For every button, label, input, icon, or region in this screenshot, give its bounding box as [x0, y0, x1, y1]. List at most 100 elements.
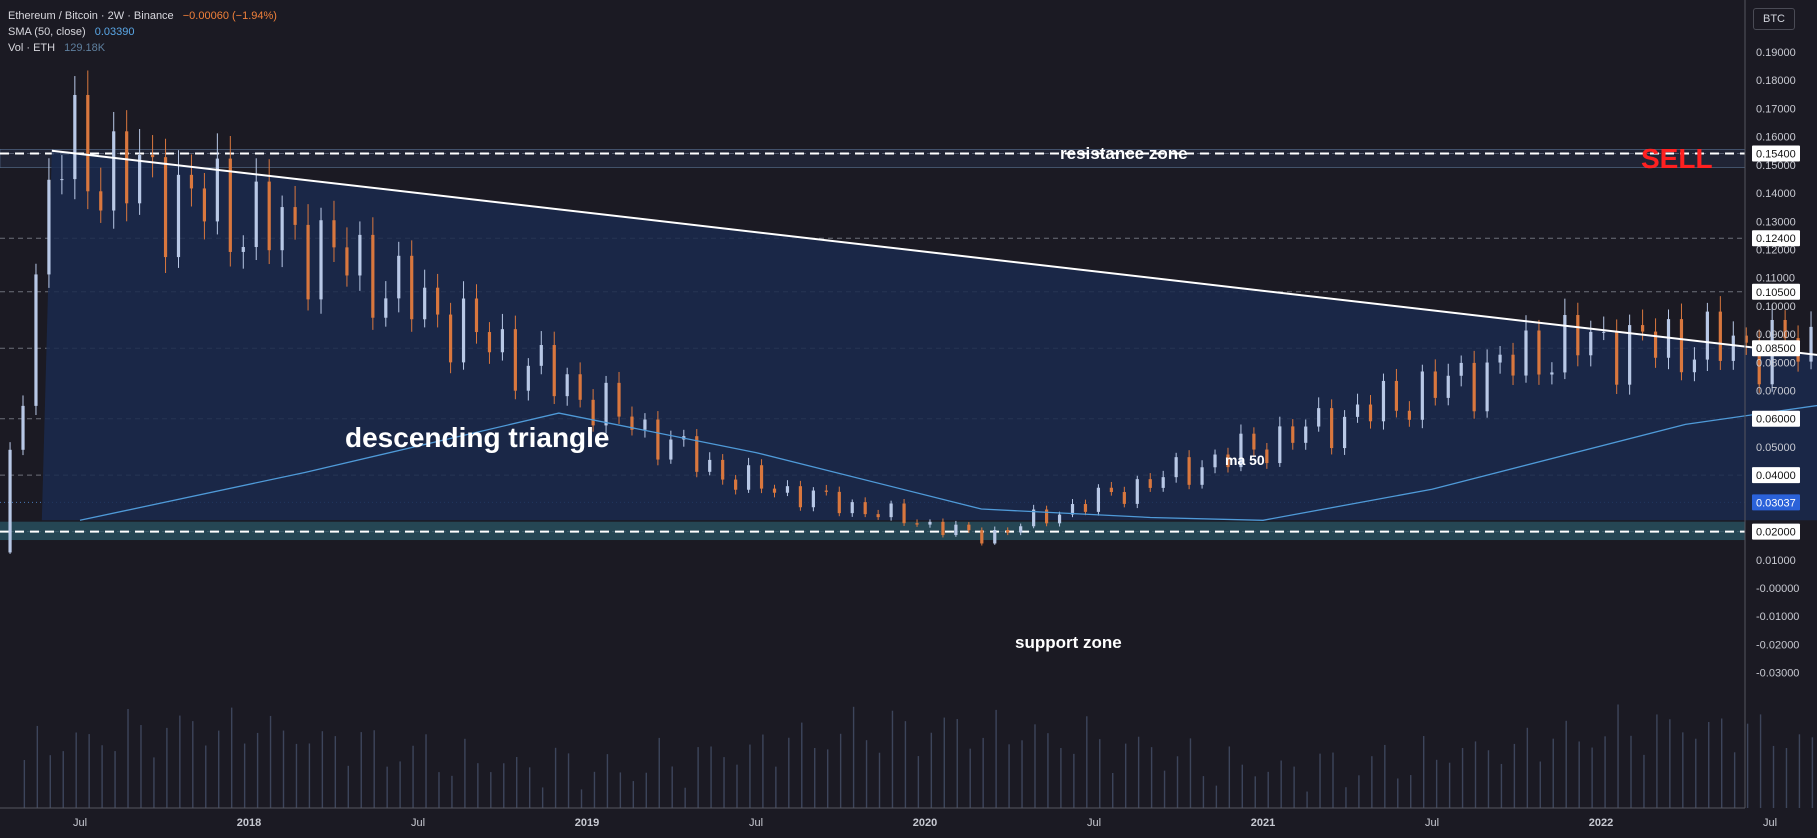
- candle-body: [695, 436, 699, 472]
- candle-body: [1070, 504, 1075, 515]
- volume-bar: [1578, 741, 1580, 808]
- volume-bar: [1630, 735, 1632, 808]
- level-label-box: [1752, 494, 1800, 511]
- candle-body: [1109, 487, 1113, 493]
- volume-bar: [1772, 745, 1775, 808]
- level-label: 0.10500: [1756, 287, 1796, 299]
- candle-body: [617, 382, 621, 417]
- volume-bar: [1695, 738, 1697, 808]
- annotation-sell: SELL: [1641, 143, 1713, 174]
- candle-body: [306, 224, 310, 300]
- candle-body: [345, 247, 349, 276]
- candle-body: [1718, 311, 1722, 361]
- candle-body: [1615, 331, 1619, 385]
- candle-body: [1187, 457, 1191, 485]
- volume-bar: [1176, 756, 1179, 808]
- symbol-row[interactable]: Ethereum / Bitcoin · 2W · Binance −0.000…: [8, 8, 277, 24]
- volume-bar: [140, 725, 142, 808]
- volume-bar: [1358, 775, 1360, 808]
- y-tick-label: 0.15000: [1756, 160, 1796, 172]
- level-label: 0.03037: [1756, 497, 1796, 509]
- level-label: 0.04000: [1756, 470, 1796, 482]
- candle-body: [332, 220, 336, 248]
- volume-bar: [528, 767, 531, 808]
- volume-bar: [1228, 746, 1231, 808]
- candle-body: [241, 247, 245, 252]
- volume-row[interactable]: Vol · ETH 129.18K: [8, 40, 277, 56]
- candle-body: [746, 465, 751, 490]
- volume-bar: [88, 734, 90, 808]
- descending-trendline: [51, 149, 1817, 356]
- volume-bar: [1384, 744, 1386, 808]
- volume-bar: [412, 745, 414, 808]
- candle-body: [163, 157, 168, 258]
- candle-body: [863, 502, 867, 515]
- volume-bar: [269, 715, 272, 808]
- candle-body: [280, 207, 284, 251]
- volume-bar: [1422, 736, 1425, 808]
- volume-bar: [775, 766, 777, 808]
- volume-bar: [1073, 753, 1075, 808]
- level-label-box: [1752, 340, 1800, 357]
- volume-bar: [1137, 736, 1140, 808]
- level-label-box: [1752, 410, 1800, 427]
- candle-body: [1550, 372, 1554, 375]
- chart-legend: Ethereum / Bitcoin · 2W · Binance −0.000…: [8, 8, 277, 56]
- candle-body: [876, 514, 880, 518]
- resistance-zone: [0, 149, 1746, 168]
- volume-bar: [295, 743, 298, 808]
- volume-bar: [645, 772, 647, 808]
- x-tick-label: Jul: [1763, 817, 1777, 829]
- candle-body: [565, 374, 569, 397]
- candle-body: [319, 220, 323, 300]
- candle-body: [410, 255, 414, 320]
- level-label-box: [1752, 230, 1800, 247]
- volume-bar: [114, 751, 116, 808]
- candle-body: [73, 94, 77, 180]
- volume-bar: [580, 789, 583, 808]
- volume-bar: [1306, 791, 1308, 808]
- candle-body: [1083, 504, 1088, 512]
- candle-body: [1433, 371, 1437, 398]
- volume-bar: [1060, 748, 1062, 808]
- candle-body: [1420, 371, 1424, 420]
- candle-body: [954, 524, 958, 536]
- volume-bar: [1539, 761, 1541, 808]
- volume-bar: [516, 756, 518, 808]
- currency-button[interactable]: BTC: [1753, 8, 1795, 30]
- candle-body: [125, 131, 129, 204]
- candle-body: [1032, 509, 1036, 527]
- volume-bar: [852, 706, 855, 808]
- volume-bar: [567, 753, 570, 808]
- candle-body: [1355, 404, 1360, 417]
- candle-body: [798, 486, 803, 508]
- volume-bar: [839, 733, 842, 808]
- candle-body: [1563, 315, 1567, 373]
- volume-bar: [179, 715, 181, 808]
- volume-bar: [438, 772, 440, 808]
- sma-row[interactable]: SMA (50, close) 0.03390: [8, 24, 277, 40]
- candle-body: [99, 191, 103, 211]
- volume-bar: [1669, 719, 1671, 808]
- volume-bar: [891, 710, 894, 808]
- level-label: 0.15400: [1756, 149, 1796, 161]
- volume-bar: [373, 730, 375, 808]
- candle-body: [1628, 325, 1632, 385]
- annotation-resistance: resistance zone: [1060, 144, 1188, 163]
- volume-bar: [736, 764, 738, 808]
- volume-bar: [956, 719, 958, 808]
- candle-body: [384, 298, 388, 318]
- candle-body: [1498, 354, 1502, 363]
- candle-body: [500, 329, 505, 353]
- candle-body: [1096, 487, 1101, 512]
- volume-bar: [1112, 772, 1114, 808]
- candle-body: [202, 188, 207, 222]
- candle-body: [1161, 477, 1165, 488]
- volume-bar: [477, 763, 479, 808]
- candle-body: [772, 488, 777, 493]
- volume-bar: [1319, 753, 1321, 808]
- volume-bar: [386, 766, 388, 808]
- y-tick-label: 0.07000: [1756, 386, 1796, 398]
- candle-body: [1226, 454, 1230, 468]
